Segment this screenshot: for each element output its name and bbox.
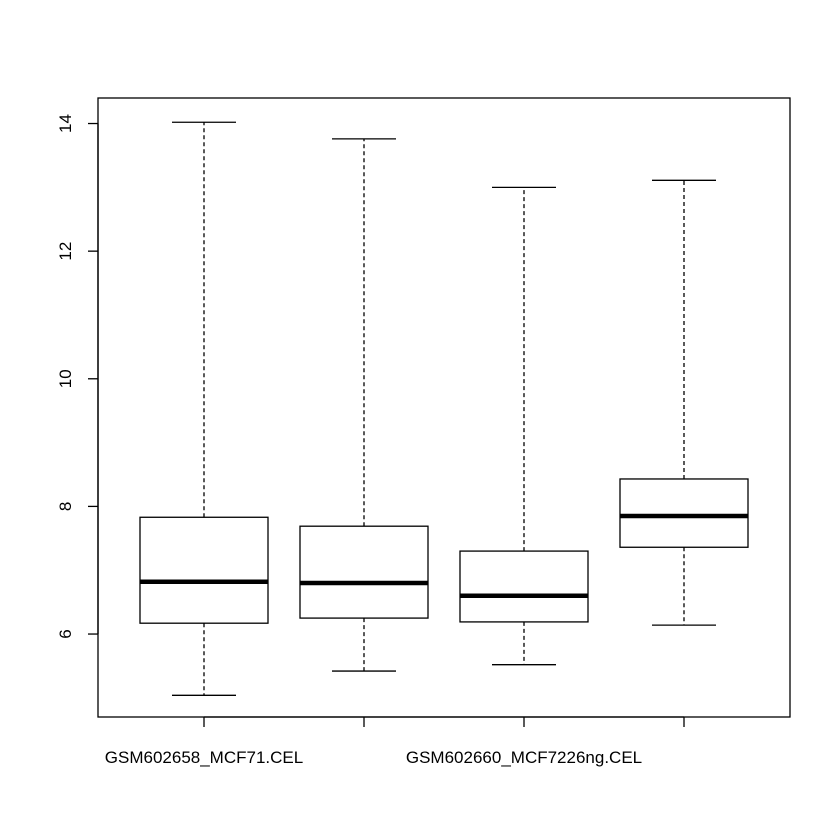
y-tick-label: 8 bbox=[56, 502, 75, 511]
x-tick-label: GSM602658_MCF71.CEL bbox=[105, 748, 303, 767]
boxes-layer bbox=[139, 121, 749, 696]
y-tick-label: 6 bbox=[56, 629, 75, 638]
x-axis: GSM602658_MCF71.CEL GSM602660_MCF7226ng.C… bbox=[105, 716, 685, 767]
plot-frame bbox=[97, 97, 791, 718]
y-tick-label: 10 bbox=[56, 369, 75, 388]
box-iqr bbox=[299, 525, 429, 619]
box-iqr bbox=[139, 516, 269, 624]
box-iqr bbox=[459, 550, 589, 623]
box-group bbox=[139, 121, 269, 696]
y-tick-label: 12 bbox=[56, 242, 75, 261]
box-group bbox=[619, 179, 749, 626]
y-axis: 6 8 10 12 14 bbox=[56, 114, 99, 639]
box-group bbox=[459, 186, 589, 666]
box-group bbox=[299, 138, 429, 672]
x-tick-label: GSM602660_MCF7226ng.CEL bbox=[406, 748, 642, 767]
box-iqr bbox=[619, 478, 749, 548]
y-tick-label: 14 bbox=[56, 114, 75, 133]
